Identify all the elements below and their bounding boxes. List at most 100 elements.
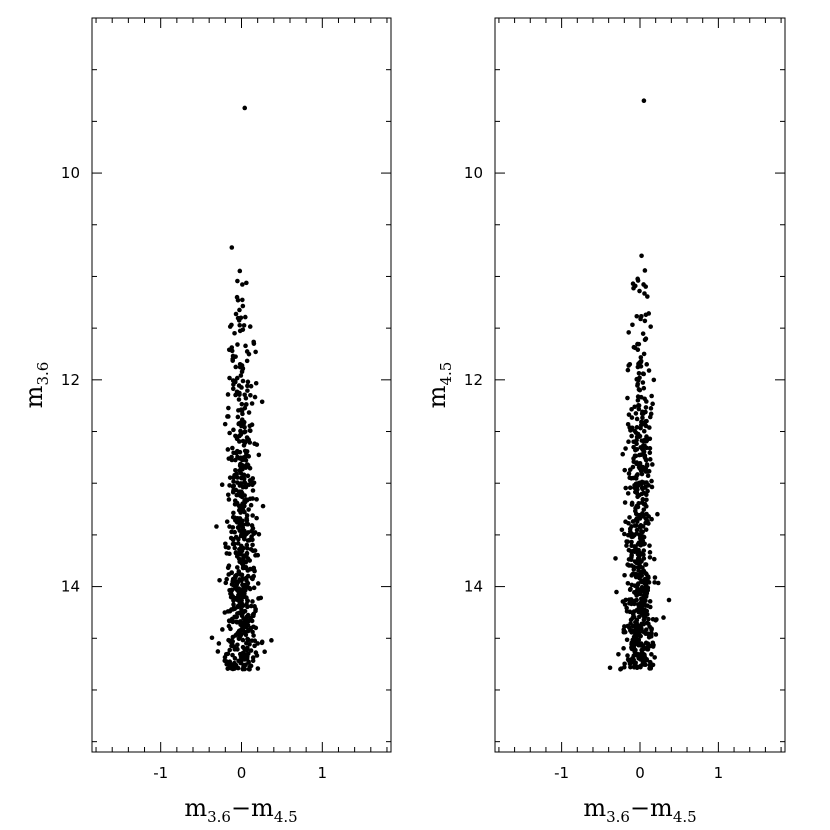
data-point [248, 603, 254, 609]
data-point [242, 509, 247, 515]
data-point [630, 464, 636, 470]
data-point [647, 599, 653, 604]
data-point [225, 609, 231, 614]
data-point [626, 625, 632, 630]
data-point [249, 422, 255, 427]
data-point [636, 370, 642, 376]
data-point [227, 639, 233, 644]
data-point [241, 323, 247, 328]
data-point [233, 364, 239, 370]
x-axis-label-left: m3.6−m4.5 [184, 794, 297, 826]
data-point [233, 311, 239, 317]
data-point [647, 555, 653, 560]
data-point [249, 401, 255, 406]
tick-labels-left: -1 0 1 10 12 14 [61, 164, 327, 782]
data-point [251, 633, 256, 638]
y-axis-label-right: m4.5 [423, 362, 455, 409]
data-point [647, 550, 653, 555]
data-point [251, 567, 257, 573]
data-point [644, 627, 649, 632]
data-point [222, 421, 228, 427]
data-point [236, 397, 242, 402]
data-point [640, 331, 646, 336]
data-point [626, 439, 631, 445]
data-point [627, 587, 633, 592]
data-point [237, 268, 243, 274]
data-point [629, 630, 634, 635]
data-point [238, 572, 244, 577]
data-point [225, 447, 231, 452]
data-point [248, 648, 254, 653]
data-point [652, 655, 657, 660]
data-point [253, 380, 259, 386]
data-point [227, 647, 233, 653]
data-point [226, 497, 232, 502]
data-point [643, 527, 649, 532]
data-point [629, 646, 635, 652]
data-point [638, 364, 644, 369]
data-point [629, 601, 634, 607]
data-point [227, 587, 232, 593]
data-point [638, 394, 644, 400]
data-point [242, 651, 247, 657]
data-point [227, 375, 232, 381]
data-point [236, 658, 241, 664]
data-point [649, 393, 654, 399]
data-point [638, 651, 644, 657]
data-point [244, 449, 250, 454]
data-point [629, 563, 634, 568]
data-point [645, 488, 650, 494]
data-point [231, 665, 237, 670]
data-point [237, 651, 243, 657]
data-point [635, 632, 641, 638]
data-point [248, 502, 254, 508]
data-point [239, 408, 245, 414]
data-point [242, 630, 248, 636]
data-point [243, 662, 248, 668]
data-point [227, 324, 233, 329]
data-point [622, 531, 627, 537]
data-point [238, 428, 243, 434]
data-point [232, 379, 238, 385]
x-tick-label-left: -1 [153, 764, 168, 782]
data-point [633, 523, 639, 528]
data-point [625, 539, 631, 544]
data-point [225, 414, 230, 419]
data-point [614, 589, 619, 595]
data-point [642, 268, 648, 273]
data-point [647, 543, 652, 548]
x-tick-label-right: -1 [554, 764, 569, 782]
data-point [242, 565, 248, 571]
data-point [229, 454, 234, 460]
data-point [644, 497, 649, 503]
data-point [240, 378, 246, 384]
data-point [227, 524, 232, 529]
data-point [642, 443, 647, 448]
data-point [244, 578, 249, 583]
data-point [229, 345, 235, 350]
data-point [643, 466, 649, 471]
data-point [625, 367, 631, 373]
data-point [248, 383, 254, 389]
data-point [240, 327, 246, 332]
data-point [643, 603, 649, 608]
data-point [247, 324, 253, 329]
data-point [229, 348, 235, 354]
data-point [231, 536, 236, 542]
data-point [646, 621, 651, 627]
data-point [639, 479, 645, 485]
data-point [244, 498, 250, 503]
y-tick-label-right: 12 [464, 371, 483, 389]
data-point [238, 520, 244, 526]
data-point [226, 572, 231, 577]
data-point [633, 508, 638, 514]
data-point [243, 343, 248, 349]
data-point [251, 339, 256, 345]
data-point [635, 398, 641, 403]
data-point [639, 573, 645, 578]
data-point [243, 314, 248, 320]
x-tick-label-left: 1 [318, 764, 328, 782]
data-point [636, 378, 641, 383]
data-point [625, 562, 630, 567]
data-point [236, 628, 242, 634]
